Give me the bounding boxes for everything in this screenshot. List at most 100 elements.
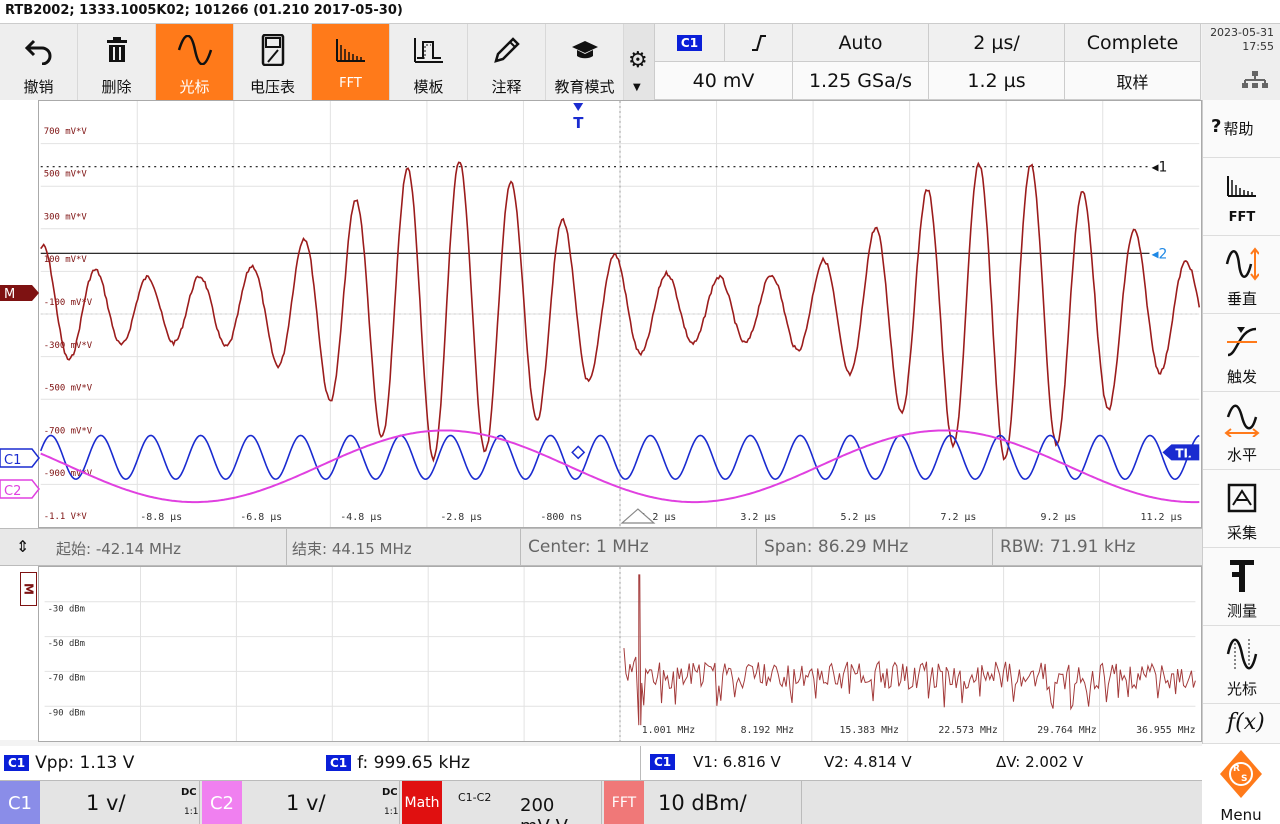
expand-arrows-icon[interactable]: ⇕ [16,537,30,556]
graduation-cap-icon [546,34,623,66]
c2-tag: C2 [202,781,242,824]
trigger-panel: C1 Auto 2 µs/ Complete 40 mV 1.25 GSa/s … [654,24,1201,100]
math-function-button[interactable]: f(x) [1203,704,1280,744]
fft-math-marker[interactable]: M [20,572,37,606]
cursor-source-badge: C1 [650,754,676,770]
math-marker[interactable]: M [0,285,39,302]
trigger-button[interactable]: 触发 [1203,314,1280,392]
y-tick-label: -500 mV*V [44,384,93,394]
fft-rbw[interactable]: RBW: 71.91 kHz [1000,537,1136,557]
fft-y-tick-label: -70 dBm [48,674,85,684]
c2-scale: 1 v/ [286,791,326,815]
svg-text:S: S [1241,774,1247,784]
channel-marker-strip [0,100,38,740]
gear-icon: ⚙ [628,48,648,73]
fft-trace[interactable] [623,574,1196,726]
chevron-down-icon: ▼ [633,82,641,93]
vpp-value: Vpp: 1.13 V [35,753,135,773]
cursor-v2[interactable]: V2: 4.814 V [824,753,912,771]
cursor-point-marker[interactable] [571,445,586,460]
vertical-icon [1203,244,1280,284]
pencil-icon [468,34,545,66]
x-tick-label: 9.2 µs [1041,512,1077,523]
cursor-1-label[interactable]: ◂1 [1152,160,1168,176]
math-channel-box[interactable]: Math C1-C2 200 mV·V [402,781,602,824]
fft-stop[interactable]: 结束: 44.15 MHz [292,540,412,558]
education-mode-button[interactable]: 教育模式 [546,24,624,100]
fft-y-tick-label: -90 dBm [48,708,85,718]
c2-channel-box[interactable]: C2 1 v/ DC 1:1 [202,781,400,824]
horizontal-button[interactable]: 水平 [1203,392,1280,470]
cursor-2-label[interactable]: ◂2 [1152,246,1168,262]
trigger-level[interactable]: 40 mV [655,62,793,100]
mask-button[interactable]: 模板 [390,24,468,100]
help-button[interactable]: ? 帮助 [1203,100,1280,158]
menu-button[interactable]: R S Menu [1202,744,1280,824]
c2-marker[interactable]: C2 [0,479,40,499]
math-trace[interactable] [40,161,1201,463]
trigger-slope[interactable] [725,24,793,62]
x-tick-label: 1.2 µs [640,512,676,523]
cursor-button[interactable]: 光标 [1203,626,1280,704]
fft-y-tick-label: -50 dBm [48,639,85,649]
c1-channel-box[interactable]: C1 1 v/ DC 1:1 [0,781,200,824]
fft-center[interactable]: Center: 1 MHz [528,537,649,557]
fft-display[interactable]: -30 dBm -50 dBm -70 dBm -90 dBm 1.001 MHz 8.1… [38,566,1202,742]
trigger-source[interactable]: C1 [655,24,725,62]
fft-channel-box[interactable]: FFT 10 dBm/ [604,781,802,824]
help-label: 帮助 [1223,120,1254,138]
c1-marker[interactable]: C1 [0,448,40,468]
fft-y-tick-label: -30 dBm [48,604,85,614]
undo-button[interactable]: 撤销 [0,24,78,100]
rs-logo-icon: R S [1220,750,1262,798]
measure-button[interactable]: 测量 [1203,548,1280,626]
delete-label: 删除 [101,78,132,96]
vertical-button[interactable]: 垂直 [1203,236,1280,314]
fft-tool-button[interactable]: FFT [312,24,390,100]
trigger-label: 触发 [1226,368,1257,386]
vertical-label: 垂直 [1226,290,1257,308]
freq-measurement[interactable]: C1 f: 999.65 kHz [326,753,470,773]
y-tick-label: -1.1 V*V [44,512,88,522]
delete-button[interactable]: 删除 [78,24,156,100]
cursor-delta-v[interactable]: ΔV: 2.002 V [996,753,1084,771]
undo-label: 撤销 [23,78,54,96]
acquisition-mode[interactable]: 取样 [1065,62,1201,100]
y-tick-label: -900 mV*V [44,469,93,479]
timebase-scale[interactable]: 2 µs/ [929,24,1065,62]
y-tick-label: 100 mV*V [44,255,88,265]
trigger-icon [1203,322,1280,362]
fft-start[interactable]: 起始: -42.14 MHz [56,540,182,558]
measure-icon [1203,556,1280,596]
sample-rate[interactable]: 1.25 GSa/s [793,62,929,100]
undo-icon [0,34,77,66]
c2-trace[interactable] [40,429,1200,504]
x-tick-label: -2.8 µs [440,512,482,523]
voltmeter-button[interactable]: 电压表 [234,24,312,100]
acquire-button[interactable]: 采集 [1203,470,1280,548]
cursor-tool-button[interactable]: 光标 [156,24,234,100]
trash-icon [78,34,155,66]
trigger-level-marker[interactable]: TL [1162,444,1200,460]
c1-ratio: 1:1 [184,807,199,817]
fft-x-tick-label: 15.383 MHz [839,725,899,736]
settings-button[interactable]: ⚙ ▼ [624,24,654,100]
cursor-v1[interactable]: C1 V1: 6.816 V [650,753,781,771]
menu-label: Menu [1220,806,1262,824]
c1-scale: 1 v/ [86,791,126,815]
trigger-position-marker[interactable]: T [573,102,584,132]
trigger-source-badge: C1 [676,34,703,51]
side-fft-button[interactable]: FFT [1203,158,1280,236]
vpp-measurement[interactable]: C1 Vpp: 1.13 V [4,753,134,773]
fft-span[interactable]: Span: 86.29 MHz [764,537,909,557]
horizontal-position-marker[interactable] [620,508,656,524]
cursor-label: 光标 [1226,680,1257,698]
acquisition-status[interactable]: Complete [1065,24,1201,62]
trigger-mode[interactable]: Auto [793,24,929,62]
horizontal-position[interactable]: 1.2 µs [929,62,1065,100]
clock-date: 2023-05-31 [1210,26,1274,39]
waveform-display[interactable]: 700 mV*V 500 mV*V 300 mV*V 100 mV*V -100 mV*… [38,100,1202,528]
annotation-button[interactable]: 注释 [468,24,546,100]
title-bar: RTB2002; 1333.1005K02; 101266 (01.210 20… [0,0,1280,24]
